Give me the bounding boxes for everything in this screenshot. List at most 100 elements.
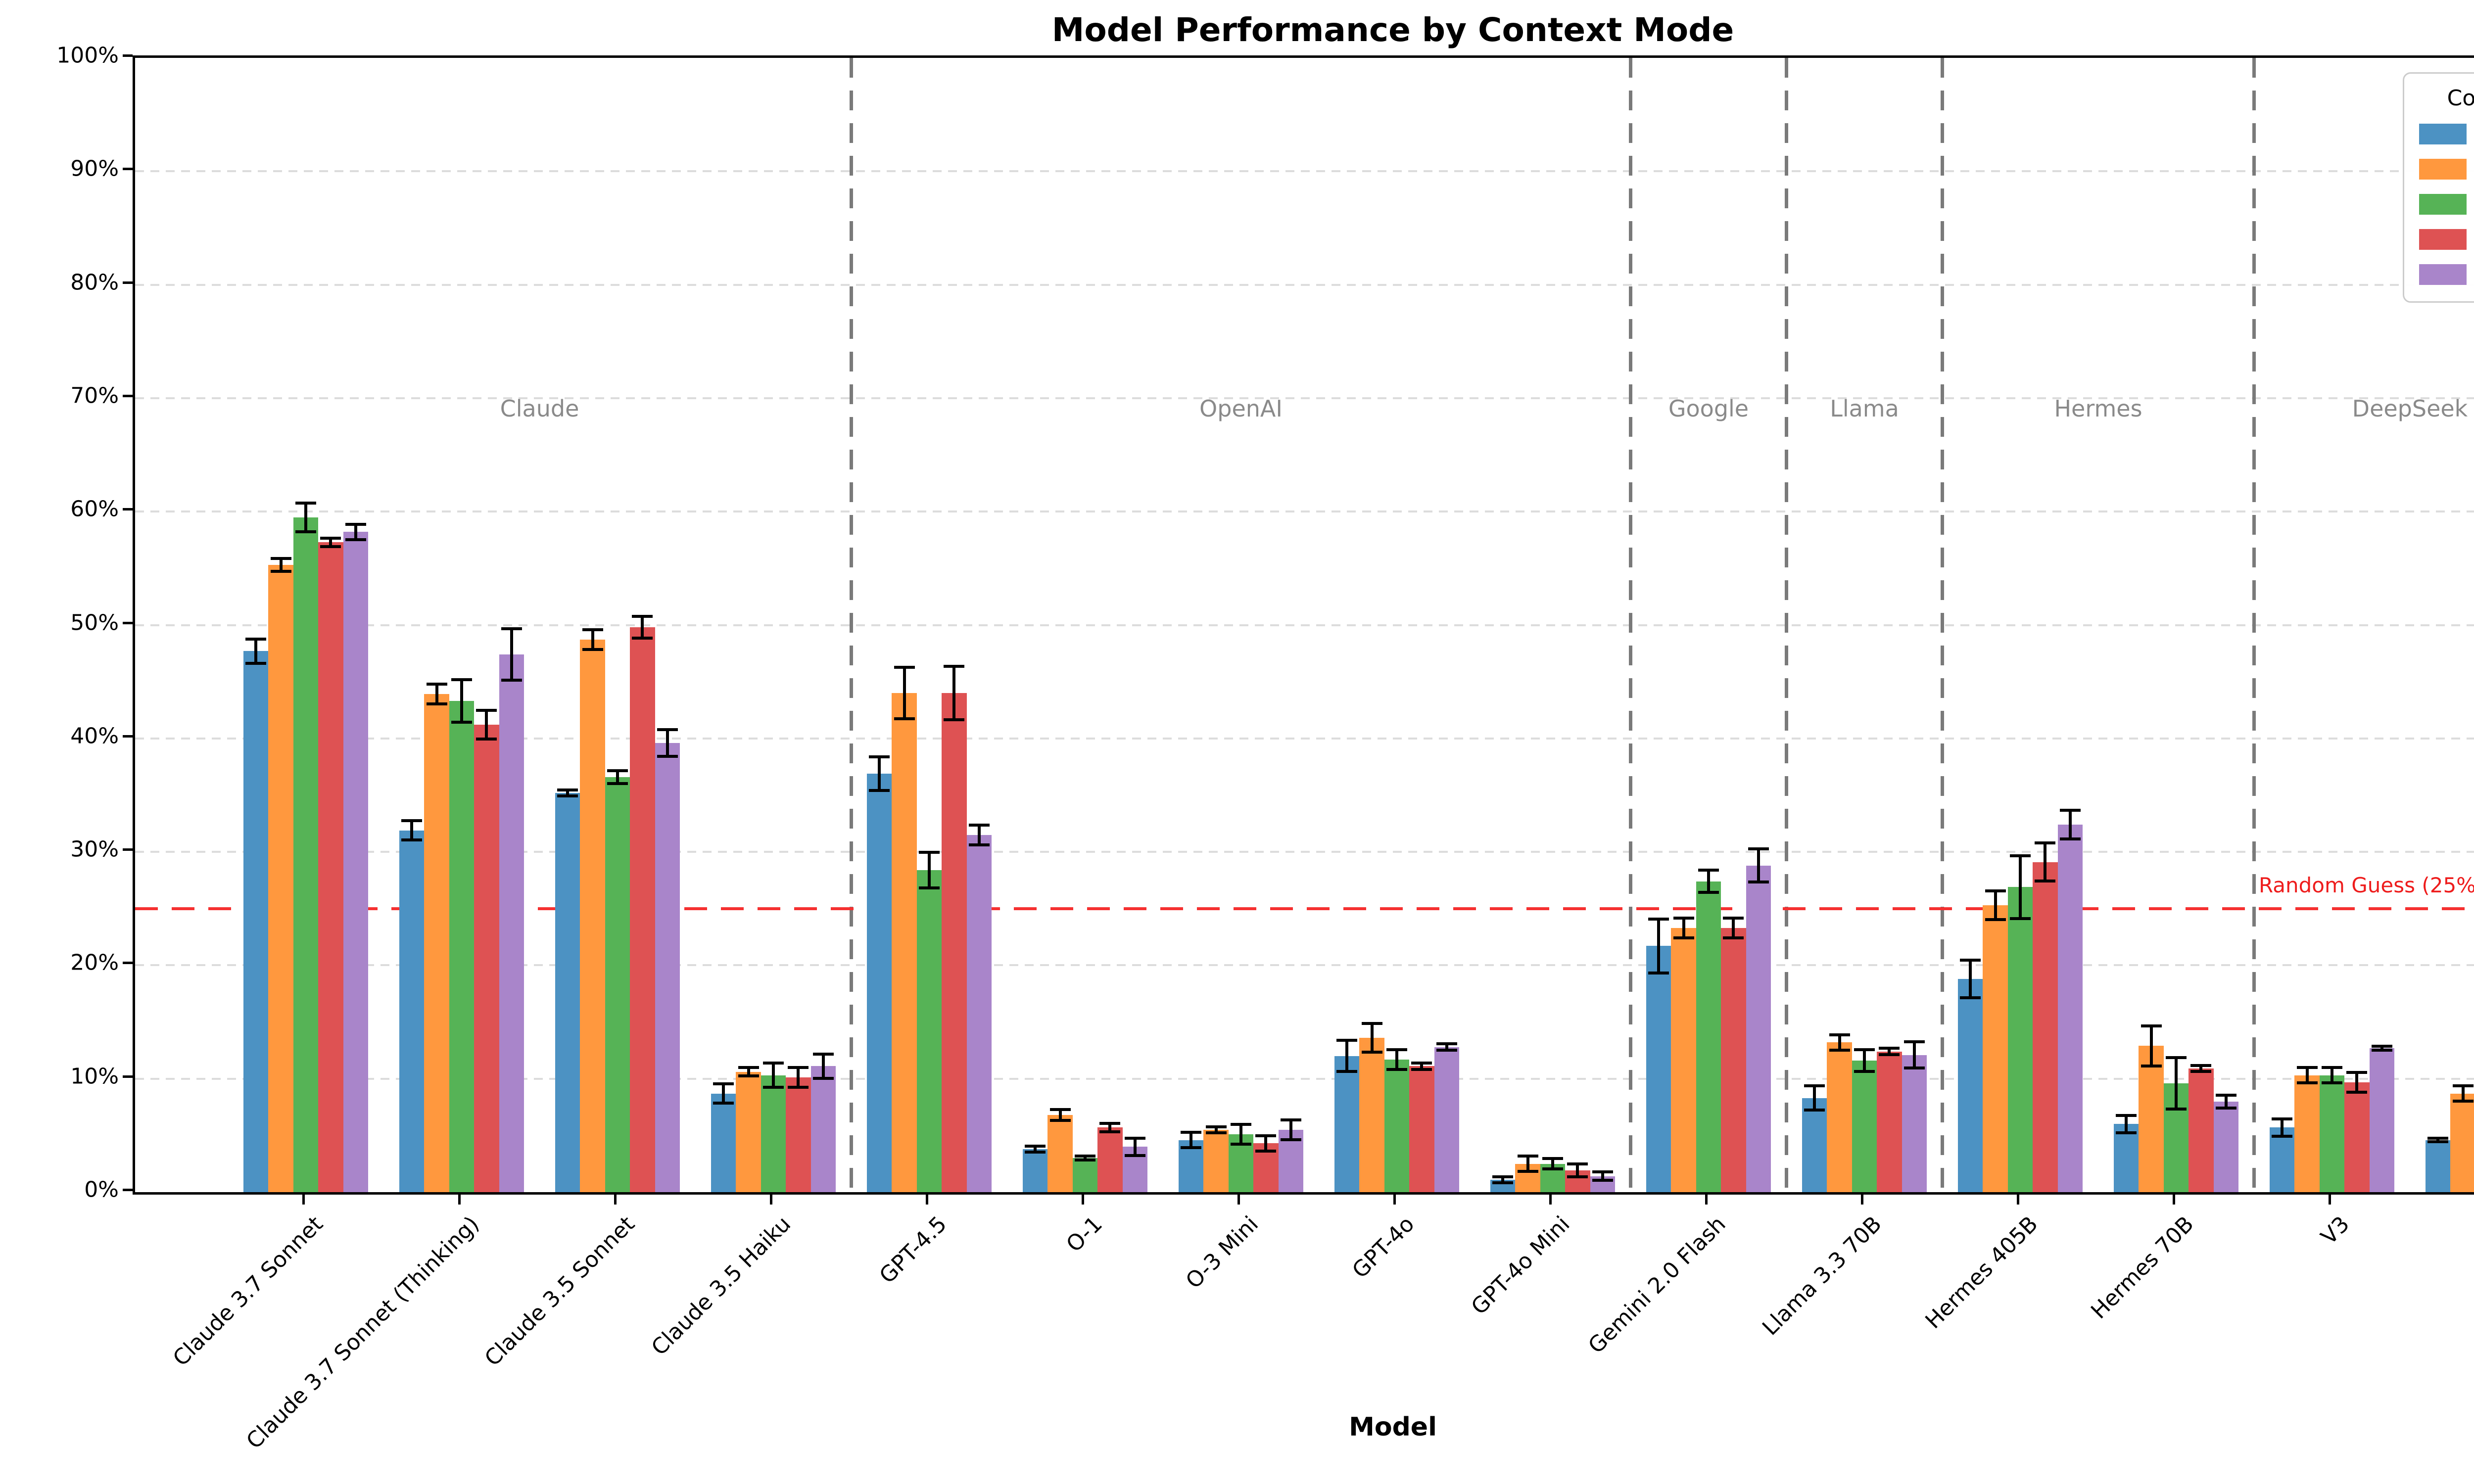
- error-bar: [1361, 1022, 1382, 1054]
- bar-100-summary: [1746, 865, 1771, 1192]
- x-tick-label: Hermes 405B: [1920, 1211, 2043, 1334]
- bar-50-raw: [1827, 1042, 1852, 1192]
- error-bar: [894, 666, 915, 721]
- y-tick-mark: [123, 54, 133, 57]
- legend-item: 100 Summary: [2419, 262, 2474, 286]
- error-bar: [2035, 841, 2056, 882]
- error-bar: [812, 1052, 834, 1080]
- x-tick-mark: [2328, 1195, 2331, 1205]
- error-bar: [1492, 1175, 1514, 1184]
- legend-title: Context Mode: [2447, 86, 2474, 111]
- error-bar: [557, 788, 578, 798]
- bar-100-raw: [942, 693, 967, 1192]
- error-bar: [451, 678, 472, 724]
- bar-50-raw: [1359, 1038, 1384, 1192]
- error-bar: [632, 614, 653, 640]
- bar-100-summary: [1902, 1055, 1927, 1192]
- x-tick-mark: [1081, 1195, 1084, 1205]
- gridline: [135, 964, 2474, 967]
- bar-100-raw: [1877, 1051, 1902, 1192]
- gridline: [135, 624, 2474, 626]
- error-bar: [713, 1082, 734, 1105]
- y-tick-mark: [123, 281, 133, 284]
- bar-50-raw: [736, 1071, 761, 1192]
- error-bar: [1280, 1118, 1301, 1141]
- y-tick-mark: [123, 1189, 133, 1191]
- x-tick-label: O-3 Mini: [1181, 1211, 1264, 1294]
- bar-50-summary: [1696, 881, 1721, 1192]
- y-tick-mark: [123, 735, 133, 738]
- error-bar: [1592, 1170, 1613, 1182]
- y-tick-label: 0%: [84, 1177, 119, 1203]
- error-bar: [1567, 1162, 1588, 1179]
- random-guess-line: [135, 907, 2474, 910]
- error-bar: [968, 823, 990, 846]
- bar-50-raw: [1203, 1129, 1229, 1192]
- gridline: [135, 510, 2474, 513]
- bar-50-raw: [2294, 1075, 2320, 1192]
- x-tick-mark: [769, 1195, 772, 1205]
- error-bar: [1985, 889, 2006, 921]
- vendor-group-label: Google: [1668, 395, 1749, 422]
- error-bar: [582, 628, 603, 651]
- x-tick-label: R1: [2472, 1211, 2474, 1250]
- legend: Context Mode No Context 50 Raw 50 Summary 1…: [2402, 72, 2474, 303]
- x-tick-label: Llama 3.3 70B: [1758, 1211, 1887, 1341]
- x-tick-label: Gemini 2.0 Flash: [1583, 1211, 1731, 1359]
- bar-no-context: [1023, 1149, 1048, 1192]
- error-bar: [1231, 1123, 1251, 1146]
- error-bar: [607, 769, 628, 785]
- bar-no-context: [243, 651, 269, 1192]
- legend-items: No Context 50 Raw 50 Summary 100 Raw 100 Sum…: [2419, 122, 2474, 286]
- plot-area: Claude OpenAI Google Llama Hermes DeepSeek Ran…: [133, 55, 2474, 1195]
- bar-100-summary: [343, 532, 368, 1192]
- legend-item: 100 Raw: [2419, 227, 2474, 251]
- error-bar: [1673, 916, 1694, 939]
- y-tick-label: 60%: [70, 496, 119, 522]
- error-bar: [1181, 1131, 1202, 1149]
- error-bar: [869, 755, 890, 792]
- error-bar: [2190, 1064, 2212, 1073]
- error-bar: [2116, 1113, 2137, 1135]
- bar-50-raw: [580, 640, 605, 1192]
- x-tick-mark: [1549, 1195, 1552, 1205]
- x-tick-mark: [614, 1195, 617, 1205]
- y-tick-mark: [123, 848, 133, 851]
- bar-no-context: [2114, 1124, 2139, 1192]
- bar-no-context: [1646, 946, 1671, 1192]
- bar-100-raw: [2189, 1068, 2214, 1192]
- error-bar: [245, 637, 267, 665]
- vendor-separator: [1941, 58, 1944, 1192]
- bar-100-raw: [1097, 1127, 1123, 1192]
- error-bar: [2427, 1136, 2449, 1144]
- x-tick-mark: [2172, 1195, 2175, 1205]
- y-tick-label: 90%: [70, 156, 119, 182]
- bar-no-context: [1334, 1056, 1360, 1192]
- error-bar: [944, 664, 965, 722]
- bar-50-summary: [1072, 1158, 1098, 1192]
- x-tick-label: Hermes 70B: [2086, 1211, 2199, 1324]
- x-tick-label: GPT-4o: [1347, 1211, 1420, 1284]
- error-bar: [2272, 1117, 2293, 1138]
- bar-50-summary: [761, 1075, 786, 1192]
- error-bar: [2322, 1066, 2342, 1085]
- error-bar: [1025, 1144, 1046, 1154]
- bar-100-summary: [2057, 825, 2083, 1192]
- error-bar: [2452, 1084, 2474, 1103]
- y-tick-mark: [123, 621, 133, 624]
- x-tick-mark: [925, 1195, 928, 1205]
- legend-swatch: [2419, 123, 2467, 144]
- legend-item: No Context: [2419, 122, 2474, 146]
- bar-100-summary: [1434, 1047, 1459, 1192]
- error-bar: [2010, 854, 2031, 920]
- x-tick-mark: [1393, 1195, 1396, 1205]
- bar-100-summary: [655, 742, 680, 1192]
- error-bar: [1829, 1033, 1850, 1052]
- y-tick-label: 100%: [56, 43, 119, 68]
- bar-100-raw: [786, 1077, 811, 1192]
- vendor-group-label: DeepSeek: [2352, 395, 2468, 422]
- error-bar: [1099, 1121, 1121, 1133]
- y-tick-mark: [123, 1075, 133, 1078]
- vendor-group-label: Llama: [1830, 395, 1899, 422]
